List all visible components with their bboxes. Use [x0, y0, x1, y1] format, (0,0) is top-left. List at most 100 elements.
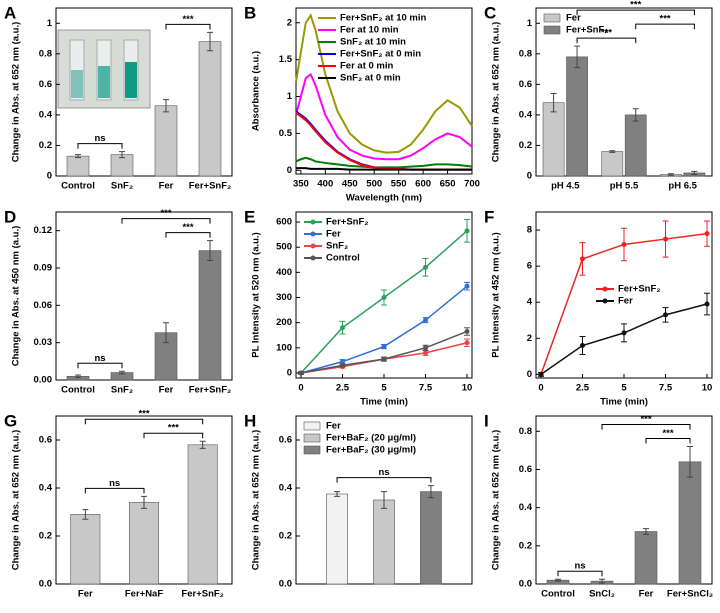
y-axis-label: PL Intensity at 520 nm (a.u.)	[251, 232, 262, 357]
significance-bracket	[165, 23, 211, 30]
x-tick-label: SnF₂	[111, 385, 133, 396]
legend-swatch	[303, 445, 321, 455]
significance-bracket	[84, 487, 145, 494]
bar	[678, 461, 702, 585]
bar	[420, 491, 442, 585]
legend-marker	[602, 286, 608, 292]
y-tick-label: 0.6	[279, 435, 292, 446]
y-tick-label: 0	[527, 171, 532, 182]
error-bar	[555, 578, 561, 582]
x-tick-label: 0	[538, 383, 543, 394]
y-tick-label: 1	[287, 91, 293, 102]
panel-letter: D	[4, 207, 16, 226]
legend-marker	[602, 298, 608, 304]
error-bar	[550, 93, 557, 113]
marker	[464, 328, 470, 334]
legend-label: SnF₂ at 0 min	[340, 73, 401, 84]
marker	[663, 312, 669, 318]
y-axis-label: Change in Abs. at 652 nm (a.u.)	[491, 430, 502, 571]
x-tick-label: Fer+SnCl₂	[667, 589, 713, 600]
legend-marker	[310, 219, 316, 225]
panel-letter: B	[244, 3, 256, 22]
legend-label: Fer+BaF₂ (30 μg/ml)	[326, 445, 416, 456]
bar	[373, 499, 395, 585]
error-bar	[381, 491, 387, 509]
legend-marker	[310, 231, 316, 237]
y-tick-label: 0.2	[279, 531, 292, 542]
bar	[634, 531, 658, 585]
marker	[464, 340, 470, 346]
y-tick-label: 0.0	[519, 579, 532, 590]
x-tick-label: 7.5	[659, 383, 673, 394]
error-bar	[119, 151, 125, 159]
significance-bracket	[645, 438, 691, 444]
x-tick-label: Fer	[159, 385, 174, 396]
x-tick-label: pH 6.5	[668, 181, 697, 192]
x-tick-label: Fer+SnF₂	[189, 181, 232, 192]
y-axis-label: Change in Abs. at 652 nm (a.u.)	[11, 22, 22, 163]
legend-label: SnF₂ at 10 min	[340, 37, 406, 48]
legend-swatch	[543, 13, 561, 23]
y-tick-label: 0.5	[279, 128, 293, 139]
y-tick-label: 0.6	[519, 79, 532, 90]
x-tick-label: 5	[621, 383, 627, 394]
plot-frame	[535, 415, 713, 585]
error-bar	[207, 31, 213, 52]
x-tick-label: Fer	[78, 589, 93, 600]
y-tick-label: 6	[527, 261, 532, 272]
y-tick-label: 100	[276, 342, 292, 353]
legend-label: SnF₂	[326, 241, 348, 252]
significance-label: ***	[182, 14, 193, 25]
significance-label: ***	[138, 409, 149, 420]
y-tick-label: 0.4	[39, 109, 53, 120]
y-tick-label: 0.06	[34, 300, 53, 311]
x-tick-label: 400	[317, 179, 333, 190]
significance-label: ***	[630, 0, 641, 11]
marker	[579, 343, 585, 349]
significance-bracket	[77, 143, 123, 149]
bar	[66, 155, 90, 177]
legend-marker	[310, 243, 316, 249]
significance-label: ***	[601, 28, 612, 39]
line	[295, 72, 473, 161]
x-tick-label: pH 5.5	[610, 181, 639, 192]
x-tick-label: Control	[61, 181, 95, 192]
marker	[381, 356, 387, 362]
y-axis-label: Change in Abs. at 450 nm (a.u.)	[11, 226, 22, 367]
y-tick-label: 8	[527, 225, 532, 236]
y-tick-label: 0	[287, 367, 292, 378]
bar	[542, 102, 565, 177]
legend-label: Fer at 10 min	[340, 25, 399, 36]
bar	[70, 514, 101, 585]
bar	[326, 493, 348, 585]
y-tick-label: 0.4	[519, 502, 533, 513]
significance-bracket	[336, 477, 432, 483]
line	[295, 13, 473, 154]
y-tick-label: 4	[527, 297, 533, 308]
x-tick-label: 450	[342, 179, 358, 190]
x-tick-label: 5	[381, 383, 387, 394]
y-tick-label: 0.6	[39, 79, 52, 90]
significance-label: ns	[94, 353, 105, 364]
y-tick-label: 0.0	[39, 579, 52, 590]
significance-bracket	[77, 362, 123, 369]
error-bar	[119, 370, 125, 375]
marker	[704, 231, 710, 237]
x-tick-label: Fer	[159, 181, 174, 192]
x-tick-label: Fer	[639, 589, 654, 600]
x-tick-label: 350	[293, 179, 309, 190]
marker	[464, 283, 470, 289]
significance-label: ns	[574, 561, 585, 572]
error-bar	[632, 108, 639, 122]
y-tick-label: 0.09	[34, 263, 53, 274]
x-tick-label: 10	[702, 383, 713, 394]
panel-letter: G	[4, 411, 17, 430]
marker	[423, 345, 429, 351]
marker	[621, 330, 627, 336]
line	[295, 111, 472, 171]
y-tick-label: 0.2	[39, 531, 52, 542]
error-bar	[163, 322, 169, 344]
y-axis-label: Absorbance (a.u.)	[251, 51, 262, 131]
x-tick-label: Fer+SnF₂	[181, 589, 224, 600]
y-tick-label: 0.03	[34, 337, 53, 348]
